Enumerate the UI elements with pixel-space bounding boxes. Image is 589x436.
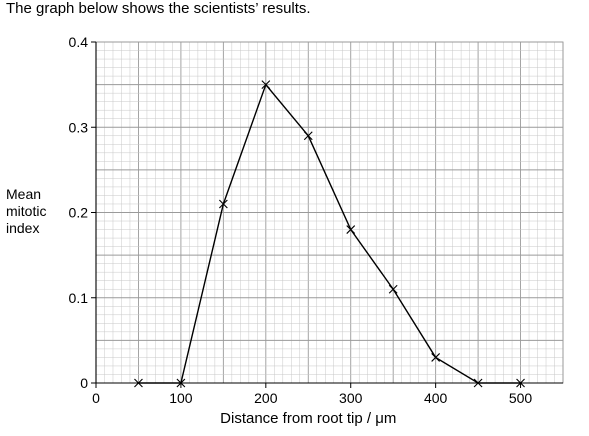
marker-stroke (176, 378, 186, 388)
marker-stroke (261, 80, 271, 90)
x-axis-label: Distance from root tip / μm (220, 410, 396, 427)
data-point-marker (303, 131, 313, 141)
axes (91, 41, 563, 388)
y-tick-label: 0.2 (69, 205, 89, 221)
grid (95, 41, 564, 384)
data-point-marker (176, 378, 186, 388)
x-tick-label: 500 (509, 390, 533, 406)
series-line (138, 83, 521, 384)
marker-stroke (431, 353, 441, 362)
marker-stroke (516, 378, 525, 388)
marker-stroke (388, 284, 398, 294)
data-point-marker (134, 378, 143, 388)
marker-stroke (134, 378, 143, 388)
marker-stroke (473, 378, 483, 388)
data-point-marker (516, 378, 525, 388)
y-axis-label-line: mitotic (6, 203, 47, 219)
x-tick-label: 300 (339, 390, 363, 406)
data-point-marker (388, 284, 398, 294)
data-point-marker (261, 80, 271, 90)
y-tick-label: 0.3 (69, 119, 89, 135)
data-point-marker (473, 378, 483, 388)
x-tick-label: 0 (92, 390, 100, 406)
x-tick-label: 100 (169, 390, 193, 406)
intro-text: The graph below shows the scientists’ re… (6, 0, 311, 17)
y-axis-label-line: Mean (6, 186, 42, 202)
marker-stroke (218, 199, 228, 209)
data-point-marker (218, 199, 228, 209)
x-tick-label: 400 (424, 390, 448, 406)
y-axis-label-line: index (6, 220, 40, 236)
marker-stroke (346, 225, 356, 234)
y-tick-label: 0.4 (69, 34, 89, 50)
y-tick-label: 0 (80, 375, 88, 391)
data-point-marker (346, 225, 356, 234)
tick-labels: 0 0.1 0.2 0.3 0.4 0 100 200 300 400 500 (69, 34, 533, 406)
y-axis-label: Mean mitotic index (6, 186, 46, 237)
data-series (134, 80, 525, 388)
marker-stroke (303, 131, 313, 141)
x-tick-label: 200 (254, 390, 278, 406)
y-tick-label: 0.1 (69, 290, 89, 306)
data-point-marker (431, 353, 441, 362)
